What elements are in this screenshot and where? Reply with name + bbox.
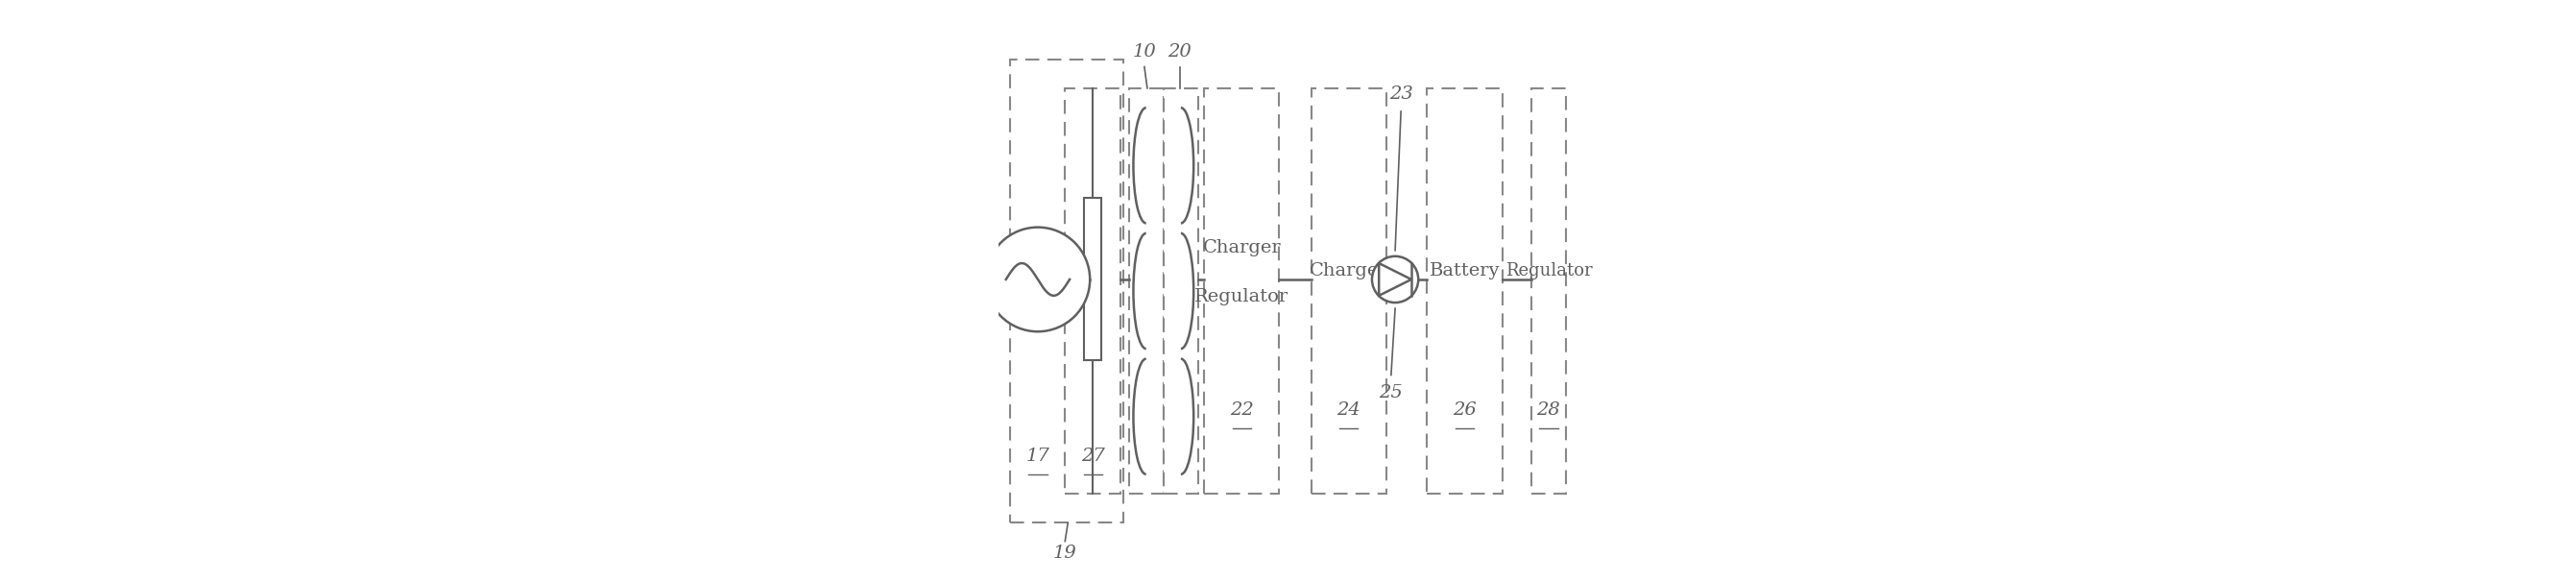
Bar <box>1084 198 1103 360</box>
Text: 20: 20 <box>1167 44 1193 61</box>
Text: 24: 24 <box>1337 401 1360 418</box>
Bar <box>1064 88 1121 494</box>
Text: Battery: Battery <box>1430 262 1499 279</box>
Bar <box>1530 88 1566 494</box>
Bar <box>1427 88 1502 494</box>
Bar <box>1164 88 1198 494</box>
Text: 28: 28 <box>1538 401 1561 418</box>
Text: 27: 27 <box>1082 448 1105 465</box>
Text: 19: 19 <box>1054 544 1077 562</box>
Text: 25: 25 <box>1378 384 1404 401</box>
Text: 23: 23 <box>1388 86 1412 102</box>
Text: 22: 22 <box>1229 401 1255 418</box>
Bar <box>1203 88 1280 494</box>
Text: Charger: Charger <box>1309 262 1388 279</box>
Text: 26: 26 <box>1453 401 1476 418</box>
Text: Regulator: Regulator <box>1195 288 1288 306</box>
Circle shape <box>987 228 1090 332</box>
Text: Charger: Charger <box>1203 239 1280 256</box>
Circle shape <box>1373 256 1419 303</box>
Text: 10: 10 <box>1133 44 1157 61</box>
Bar <box>1311 88 1386 494</box>
Text: 17: 17 <box>1025 448 1048 465</box>
Text: Regulator: Regulator <box>1504 262 1592 279</box>
Bar <box>1010 59 1123 523</box>
Bar <box>1128 88 1164 494</box>
